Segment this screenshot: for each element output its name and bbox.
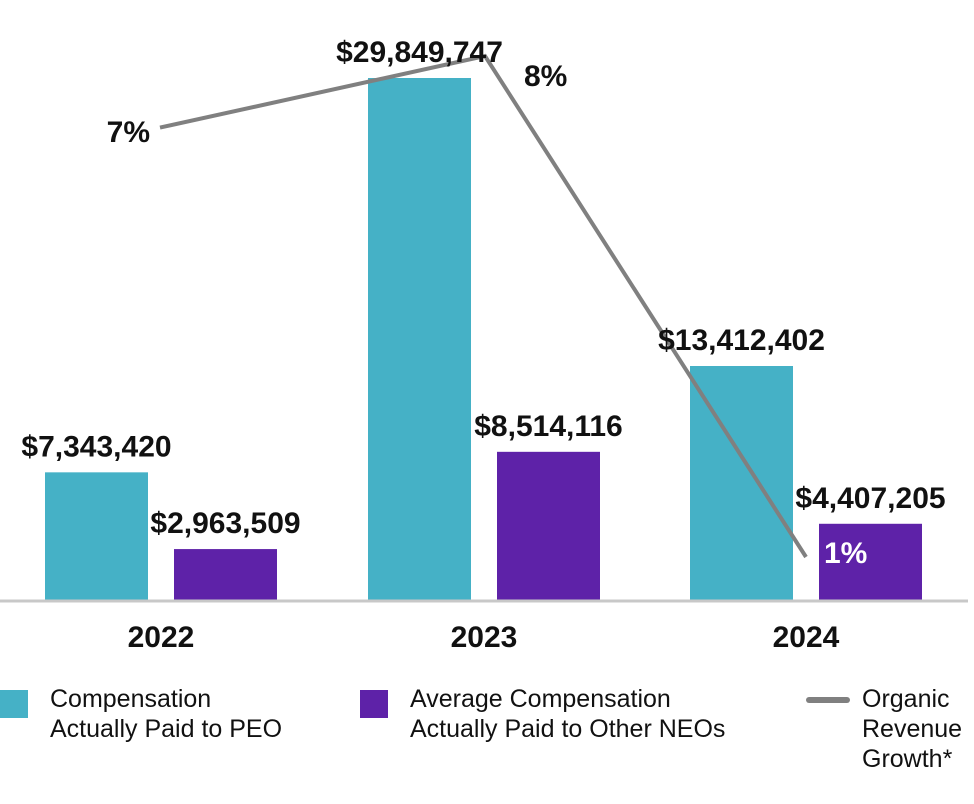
bar-series1-2023 bbox=[497, 451, 600, 601]
bar-series1-2024 bbox=[819, 523, 922, 601]
legend-label-peo-line2: Actually Paid to PEO bbox=[50, 715, 283, 743]
value-label-series0-2024: $13,412,402 bbox=[658, 324, 825, 357]
bar-series1-2022 bbox=[174, 549, 277, 601]
bar-series0-2022 bbox=[45, 472, 148, 601]
legend-label-growth-line3: Growth* bbox=[862, 745, 953, 773]
legend-swatch-other-neos bbox=[360, 690, 388, 718]
growth-label-2022: 7% bbox=[107, 116, 150, 149]
legend-item-organic-growth: Organic Revenue Growth* bbox=[806, 684, 962, 774]
bar-series0-2023 bbox=[368, 78, 471, 601]
organic-revenue-growth-line bbox=[159, 53, 808, 559]
labels-group: $7,343,420 $29,849,747 $13,412,402 $2,963,5… bbox=[21, 36, 945, 654]
legend-item-peo: Compensation Actually Paid to PEO bbox=[0, 684, 282, 744]
value-label-series1-2024: $4,407,205 bbox=[795, 482, 945, 515]
legend: Compensation Actually Paid to PEO Averag… bbox=[0, 684, 974, 794]
legend-label-growth-line2: Revenue bbox=[862, 715, 963, 743]
x-tick-label-2024: 2024 bbox=[773, 621, 840, 654]
growth-label-2023: 8% bbox=[524, 60, 567, 93]
legend-label-neos-line2: Actually Paid to Other NEOs bbox=[410, 715, 726, 743]
value-label-series1-2022: $2,963,509 bbox=[150, 507, 300, 540]
legend-swatch-organic-growth bbox=[806, 697, 850, 703]
legend-label-peo-line1: Compensation bbox=[50, 685, 212, 713]
value-label-series1-2023: $8,514,116 bbox=[474, 410, 623, 443]
x-tick-label-2023: 2023 bbox=[451, 621, 518, 654]
legend-swatch-peo bbox=[0, 690, 28, 718]
legend-label-neos-line1: Average Compensation bbox=[410, 685, 671, 713]
x-tick-label-2022: 2022 bbox=[128, 621, 195, 654]
legend-item-other-neos: Average Compensation Actually Paid to Ot… bbox=[360, 684, 725, 744]
growth-label-2024: 1% bbox=[824, 537, 867, 570]
legend-label-growth-line1: Organic bbox=[862, 685, 950, 713]
chart: $7,343,420 $29,849,747 $13,412,402 $2,963,5… bbox=[0, 36, 968, 654]
value-label-series0-2022: $7,343,420 bbox=[21, 430, 171, 463]
value-label-series0-2023: $29,849,747 bbox=[336, 36, 503, 69]
bars-group bbox=[45, 78, 922, 601]
